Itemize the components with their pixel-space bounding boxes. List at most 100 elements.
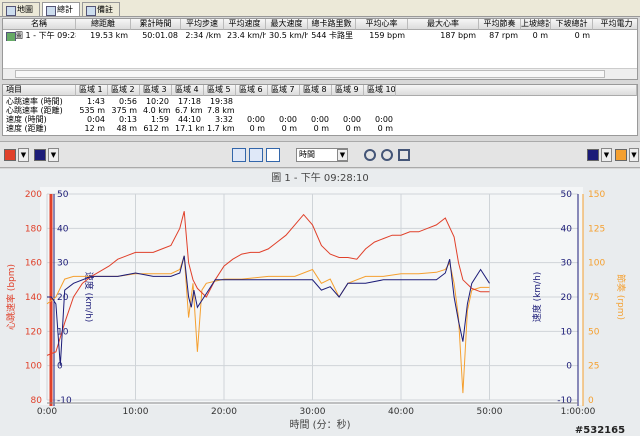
table-cell: 6.7 km bbox=[175, 106, 203, 115]
tab-icon bbox=[86, 6, 96, 16]
column-header[interactable]: 平均節奏 bbox=[479, 19, 521, 30]
grid-toggle[interactable] bbox=[232, 148, 246, 162]
table-cell: 50:01.08 bbox=[142, 31, 178, 40]
table-cell: 87 rpm bbox=[489, 31, 518, 40]
layout-toggle[interactable] bbox=[249, 148, 263, 162]
table-cell: 0 m bbox=[281, 124, 297, 133]
color-picker[interactable] bbox=[615, 149, 627, 161]
table-cell: 1:59 bbox=[151, 115, 169, 124]
watermark: #532165 bbox=[575, 425, 625, 436]
y2-tick-label-right: 20 bbox=[561, 293, 573, 303]
zoom-out[interactable] bbox=[381, 149, 393, 161]
table-cell: 2:34 /km bbox=[185, 31, 221, 40]
table-cell: 1.7 km bbox=[207, 124, 235, 133]
table-cell: 10:20 bbox=[145, 97, 169, 106]
column-header[interactable]: 區域 8 bbox=[300, 85, 332, 96]
tab-label: 總計 bbox=[57, 5, 73, 14]
zoom-fit[interactable] bbox=[398, 149, 410, 161]
y2-tick-label: 20 bbox=[57, 293, 69, 303]
table-cell: 0:04 bbox=[87, 115, 105, 124]
table-cell: 速度 (距離) bbox=[6, 124, 47, 133]
tab-label: 地圖 bbox=[17, 5, 33, 14]
column-header[interactable]: 總距離 bbox=[76, 19, 131, 30]
color-dropdown[interactable]: ▼ bbox=[18, 148, 29, 162]
column-header[interactable]: 上坡總計 bbox=[521, 19, 551, 30]
chart: 圖 1 - 下午 09:28:10 時間 (分：秒) #532165 0:00 1… bbox=[0, 169, 640, 436]
column-header[interactable]: 項目 bbox=[3, 85, 76, 96]
column-header[interactable]: 平均心率 bbox=[356, 19, 408, 30]
color-picker[interactable] bbox=[587, 149, 599, 161]
table-cell: 19.53 km bbox=[90, 31, 128, 40]
y2-tick-label: 40 bbox=[57, 224, 69, 234]
zones-table: 項目 區域 1 區域 2 區域 3 區域 4 區域 5 區域 6 區域 7 區域 8 區域 9 區域… bbox=[2, 84, 638, 136]
tab[interactable]: 總計 bbox=[42, 2, 80, 16]
horizontal-scrollbar[interactable] bbox=[3, 68, 637, 79]
table-cell: 0 m bbox=[313, 124, 329, 133]
table-cell: 375 m bbox=[111, 106, 137, 115]
color-picker[interactable] bbox=[34, 149, 46, 161]
color-dropdown[interactable]: ▼ bbox=[601, 148, 612, 162]
column-header[interactable]: 平均步速 bbox=[181, 19, 224, 30]
color-picker[interactable] bbox=[4, 149, 16, 161]
column-header[interactable]: 區域 4 bbox=[172, 85, 204, 96]
y3-tick-label: 100 bbox=[588, 259, 605, 269]
column-header[interactable]: 區域 7 bbox=[268, 85, 300, 96]
column-header[interactable]: 名稱 bbox=[3, 19, 76, 30]
tab[interactable]: 地圖 bbox=[2, 2, 40, 16]
y-axis-title: 心跳速率 (bpm) bbox=[5, 264, 17, 330]
scrollbar-thumb[interactable] bbox=[15, 70, 605, 78]
column-header[interactable]: 最大速度 bbox=[266, 19, 308, 30]
y2-tick-label: 30 bbox=[57, 259, 69, 269]
table-cell: 544 卡路里 bbox=[311, 31, 353, 40]
table-cell: 0:00 bbox=[311, 115, 329, 124]
y2-tick-label-right: 40 bbox=[561, 224, 573, 234]
column-header[interactable]: 區域 2 bbox=[108, 85, 140, 96]
column-header[interactable]: 最大心率 bbox=[408, 19, 479, 30]
x-tick-label: 0:00 bbox=[37, 407, 57, 417]
table-cell: 7.8 km bbox=[207, 106, 235, 115]
column-header[interactable]: 區域 3 bbox=[140, 85, 172, 96]
select-arrow[interactable]: ▼ bbox=[337, 149, 348, 161]
tab[interactable]: 備註 bbox=[82, 2, 120, 16]
tab-icon bbox=[46, 6, 56, 16]
column-header[interactable]: 累計時間 bbox=[131, 19, 181, 30]
column-header[interactable]: 下坡總計 bbox=[551, 19, 593, 30]
column-header[interactable]: 區域 1 bbox=[76, 85, 108, 96]
select-value: 時間 bbox=[299, 150, 315, 159]
y3-tick-label: 50 bbox=[588, 327, 600, 337]
y-tick-label: 160 bbox=[25, 259, 42, 269]
column-header[interactable]: 區域 10 bbox=[364, 85, 396, 96]
column-header[interactable]: 區域 5 bbox=[204, 85, 236, 96]
table-cell: 0:00 bbox=[375, 115, 393, 124]
table-cell: 535 m bbox=[79, 106, 105, 115]
chart-toggle[interactable] bbox=[266, 148, 280, 162]
series-line bbox=[46, 211, 490, 356]
y-tick-label: 120 bbox=[25, 327, 42, 337]
y-tick-label: 140 bbox=[25, 293, 42, 303]
color-dropdown[interactable]: ▼ bbox=[48, 148, 59, 162]
y2-axis-title-right: 速度 (km/h) bbox=[531, 272, 543, 323]
x-tick-label: 40:00 bbox=[388, 407, 414, 417]
column-header[interactable]: 平均電力 bbox=[593, 19, 637, 30]
column-header[interactable]: 區域 9 bbox=[332, 85, 364, 96]
table-cell: 19:38 bbox=[209, 97, 233, 106]
table-cell: 0:00 bbox=[343, 115, 361, 124]
column-header[interactable]: 區域 6 bbox=[236, 85, 268, 96]
table-cell: 0 m bbox=[345, 124, 361, 133]
table-cell: 4.0 km bbox=[143, 106, 171, 115]
color-dropdown[interactable]: ▼ bbox=[629, 148, 639, 162]
column-header[interactable]: 平均速度 bbox=[224, 19, 266, 30]
table-cell: 0:56 bbox=[119, 97, 137, 106]
table-cell: 48 m bbox=[116, 124, 137, 133]
table-cell: 612 m bbox=[143, 124, 169, 133]
y2-tick-label: 0 bbox=[57, 362, 63, 372]
column-header[interactable]: 總卡路里數 bbox=[308, 19, 356, 30]
zoom-in[interactable] bbox=[364, 149, 376, 161]
table-cell: 17.1 km bbox=[175, 124, 204, 133]
table-cell: 187 bpm bbox=[440, 31, 476, 40]
table-cell: 17:18 bbox=[177, 97, 201, 106]
table-cell: 159 bpm bbox=[369, 31, 405, 40]
y3-tick-label: 25 bbox=[588, 362, 599, 372]
table-cell: 0 m bbox=[249, 124, 265, 133]
